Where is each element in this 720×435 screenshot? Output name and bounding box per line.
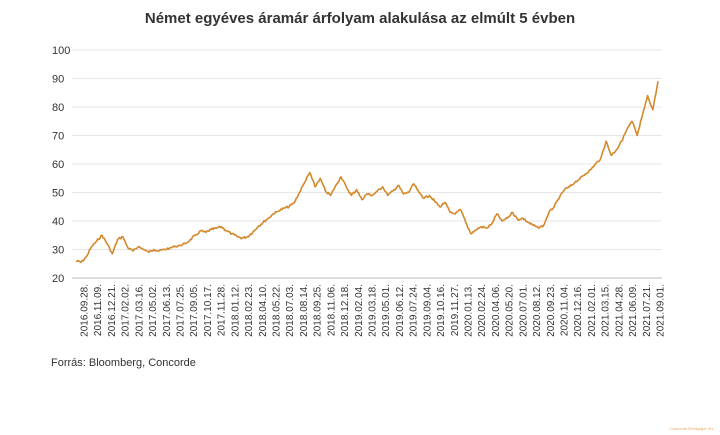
x-tick-label: 2018.01.12.: [230, 284, 241, 337]
x-tick-label: 2020.02.24.: [477, 284, 488, 337]
chart-title: Német egyéves áramár árfolyam alakulása …: [144, 10, 576, 27]
x-tick-label: 2018.04.10.: [258, 284, 269, 337]
x-tick-label: 2018.07.03.: [285, 284, 296, 337]
y-tick-label: 40: [52, 216, 64, 228]
y-tick-label: 80: [52, 102, 64, 114]
x-tick-label: 2019.03.18.: [368, 284, 379, 337]
x-tick-label: 2017.06.13.: [162, 284, 173, 337]
x-tick-label: 2019.02.04.: [354, 284, 365, 337]
x-tick-label: 2017.09.05.: [189, 284, 200, 337]
x-tick-label: 2017.02.02.: [121, 284, 132, 337]
y-tick-label: 50: [52, 188, 64, 200]
x-tick-label: 2018.12.18.: [340, 284, 351, 337]
y-tick-label: 60: [52, 159, 64, 171]
x-tick-label: 2021.02.01.: [587, 284, 598, 337]
x-tick-label: 2020.09.23.: [546, 284, 557, 337]
x-tick-label: 2018.02.23.: [244, 284, 255, 337]
x-tick-label: 2019.11.27.: [450, 284, 461, 336]
y-tick-label: 100: [52, 45, 70, 57]
x-tick-label: 2021.06.09.: [628, 284, 639, 337]
x-tick-label: 2021.04.28.: [614, 284, 625, 337]
x-tick-label: 2020.07.01.: [518, 284, 529, 337]
x-tick-label: 2018.09.25.: [313, 284, 324, 337]
watermark: Concorde Értékpapír Zrt.: [669, 426, 714, 431]
x-tick-label: 2016.12.21.: [107, 284, 118, 337]
x-tick-label: 2020.11.04.: [560, 284, 571, 336]
x-tick-label: 2017.11.28.: [217, 284, 228, 336]
x-tick-label: 2021.07.21.: [642, 284, 653, 337]
y-tick-label: 20: [52, 273, 64, 285]
x-tick-label: 2019.10.16.: [436, 284, 447, 337]
y-tick-label: 30: [52, 245, 64, 257]
y-tick-label: 90: [52, 74, 64, 86]
x-tick-label: 2020.05.20.: [505, 284, 516, 337]
x-tick-label: 2020.04.06.: [491, 284, 502, 337]
x-tick-label: 2017.05.02.: [148, 284, 159, 337]
x-tick-label: 2016.11.09.: [93, 284, 104, 336]
x-tick-label: 2016.09.28.: [80, 284, 91, 337]
x-tick-label: 2021.09.01.: [656, 284, 667, 337]
x-tick-label: 2018.05.22.: [272, 284, 283, 337]
x-tick-label: 2019.07.24.: [409, 284, 420, 337]
x-tick-label: 2019.05.01.: [381, 284, 392, 337]
x-tick-label: 2017.03.16.: [134, 284, 145, 337]
x-tick-label: 2017.10.17.: [203, 284, 214, 337]
x-tick-label: 2019.09.04.: [422, 284, 433, 337]
series-line: [75, 81, 659, 264]
x-tick-label: 2018.11.06.: [326, 284, 337, 336]
x-tick-label: 2018.08.14.: [299, 284, 310, 337]
x-tick-label: 2019.06.12.: [395, 284, 406, 337]
x-tick-label: 2021.03.15.: [601, 284, 612, 337]
x-tick-label: 2017.07.25.: [176, 284, 187, 337]
x-tick-label: 2020.01.13.: [464, 284, 475, 337]
x-tick-label: 2020.08.12.: [532, 284, 543, 337]
source-note: Forrás: Bloomberg, Concorde: [51, 357, 196, 369]
x-tick-label: 2020.12.16.: [573, 284, 584, 337]
y-tick-label: 70: [52, 131, 64, 143]
